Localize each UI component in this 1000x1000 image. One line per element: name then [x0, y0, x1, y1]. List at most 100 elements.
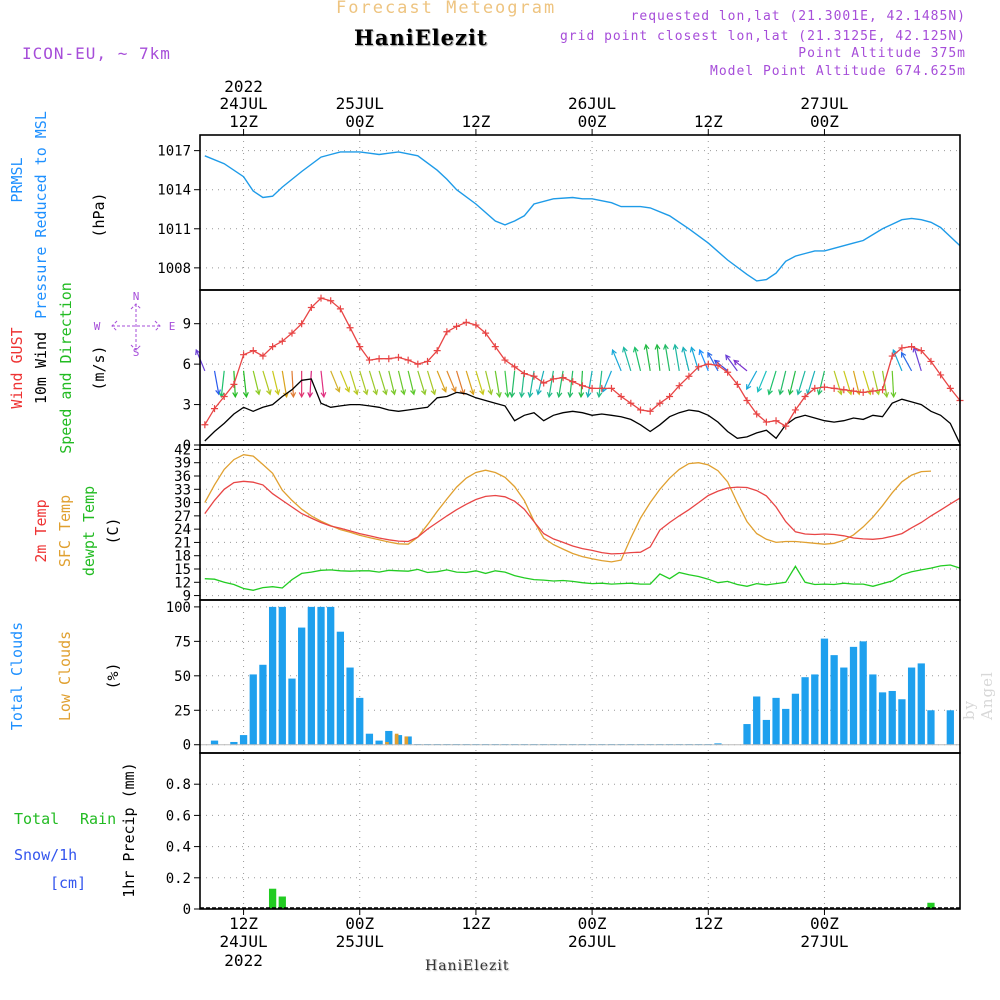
rain-bar	[268, 888, 277, 909]
wind-arrow	[725, 354, 738, 372]
total-cloud-bar	[811, 674, 819, 745]
wind-gust-marker	[791, 406, 799, 414]
xtick-label-top-date: 27JUL	[800, 94, 848, 113]
wind-arrow	[397, 370, 405, 395]
wind-gust-marker	[240, 351, 248, 359]
xtick-label-bottom-date: 27JUL	[800, 932, 848, 951]
ytick-label-temp: 39	[174, 456, 191, 472]
wind-arrow	[262, 370, 271, 395]
total-cloud-bar	[210, 740, 219, 745]
wind-gust-marker	[917, 347, 925, 355]
total-cloud-bar	[753, 696, 761, 745]
wind-arrow	[757, 370, 767, 392]
total-cloud-bar	[762, 719, 770, 745]
ytick-label-wind: 0	[183, 438, 191, 454]
wind-gust-marker	[675, 382, 683, 390]
wind-arrow-head	[622, 346, 628, 353]
wind-gust-marker	[501, 356, 509, 364]
xtick-label-bottom-hour: 12Z	[461, 914, 490, 933]
xtick-label-top-date: 25JUL	[336, 94, 384, 113]
ytick-label-wind: 9	[183, 317, 191, 333]
wind-arrow-head	[266, 389, 272, 396]
total-cloud-bar	[239, 735, 248, 745]
wind-gust-marker	[578, 382, 586, 390]
wind-gust-marker	[898, 344, 906, 352]
wind-gust-marker	[704, 360, 712, 368]
total-cloud-bar	[375, 740, 383, 745]
wind-arrow-head	[410, 389, 416, 396]
ytick-label-temp: 21	[174, 535, 191, 551]
xtick-label-top-hour: 12Z	[694, 112, 723, 131]
total-cloud-bar	[298, 627, 306, 745]
wind-gust-marker	[230, 380, 238, 388]
wind-gust-marker	[211, 405, 219, 413]
wind-gust-marker	[201, 421, 209, 429]
wind-arrow-head	[663, 343, 669, 350]
total-cloud-bar	[307, 606, 315, 745]
wind-arrow	[407, 370, 415, 395]
wind-arrow-head	[767, 389, 773, 396]
dewpoint-line	[204, 564, 961, 591]
wind-arrow	[674, 344, 680, 371]
wind-gust-marker	[307, 304, 315, 312]
wind-gust-marker	[695, 363, 703, 371]
wind-arrow	[707, 352, 719, 372]
pressure-label-prmsl: PRMSL	[8, 157, 26, 202]
wind-arrow-head	[459, 389, 466, 396]
rain-bar	[927, 902, 935, 909]
wind-arrow-head	[756, 386, 763, 393]
low-clouds-label: Low Clouds	[56, 631, 74, 721]
panel-frame-wind	[199, 289, 961, 446]
wind-arrow	[455, 370, 465, 395]
clouds-unit: (%)	[104, 662, 122, 689]
wind-gust-marker	[782, 422, 790, 430]
wind-arrow-head	[362, 389, 369, 396]
wind-arrow-head	[469, 389, 475, 396]
wind-arrow-head	[787, 389, 794, 396]
wind-gust-marker	[453, 322, 461, 330]
wind-arrow	[417, 370, 426, 395]
forecast-title: Forecast Meteogram	[336, 0, 557, 18]
ytick-label-temp: 24	[174, 522, 191, 538]
wind-arrow	[587, 370, 593, 397]
wind-gust-marker	[327, 297, 335, 305]
wind-gust-marker	[249, 347, 257, 355]
wind-gust-marker	[404, 356, 412, 364]
wind-arrow	[220, 370, 225, 397]
precip-total-label: Total	[14, 810, 59, 828]
wind-gust-marker	[685, 372, 693, 380]
wind-arrow	[548, 370, 554, 397]
t2m-line	[204, 480, 961, 555]
xtick-label-top-hour: 12Z	[229, 112, 258, 131]
wind-arrow-head	[372, 389, 379, 396]
wind-gust-marker	[627, 399, 635, 407]
wind-gust-marker	[879, 386, 887, 394]
wind-gust-marker	[356, 343, 364, 351]
wind-arrow-head	[796, 389, 802, 396]
xtick-label-bottom-hour: 00Z	[578, 914, 607, 933]
low-cloud-bar	[404, 736, 409, 745]
wind-arrow	[485, 370, 492, 395]
wind-gust-marker	[220, 392, 228, 400]
wind-gust-marker	[830, 384, 838, 392]
xtick-label-bottom-date: 25JUL	[336, 932, 384, 951]
wind-arrow-head	[725, 354, 731, 361]
wind-arrow	[569, 370, 574, 397]
ytick-label-clouds: 25	[174, 703, 191, 719]
wind-arrow-head	[536, 389, 542, 396]
wind-gust-marker	[908, 343, 916, 351]
wind-arrow-head	[698, 348, 704, 356]
wind-arrow	[494, 370, 501, 397]
wind-gust-marker	[540, 379, 548, 387]
wind-arrow-head	[883, 391, 890, 399]
wind-arrow-head	[816, 389, 823, 396]
wind-arrow-head	[504, 392, 511, 399]
wind-gust-marker	[365, 356, 373, 364]
wind-arrow-head	[400, 389, 407, 396]
total-cloud-bar	[917, 663, 925, 745]
gridpoint-coords: grid point closest lon,lat (21.3125E, 42…	[559, 29, 966, 44]
wind-arrow	[634, 347, 642, 372]
total-cloud-bar	[801, 677, 809, 745]
wind-arrow	[891, 370, 895, 397]
